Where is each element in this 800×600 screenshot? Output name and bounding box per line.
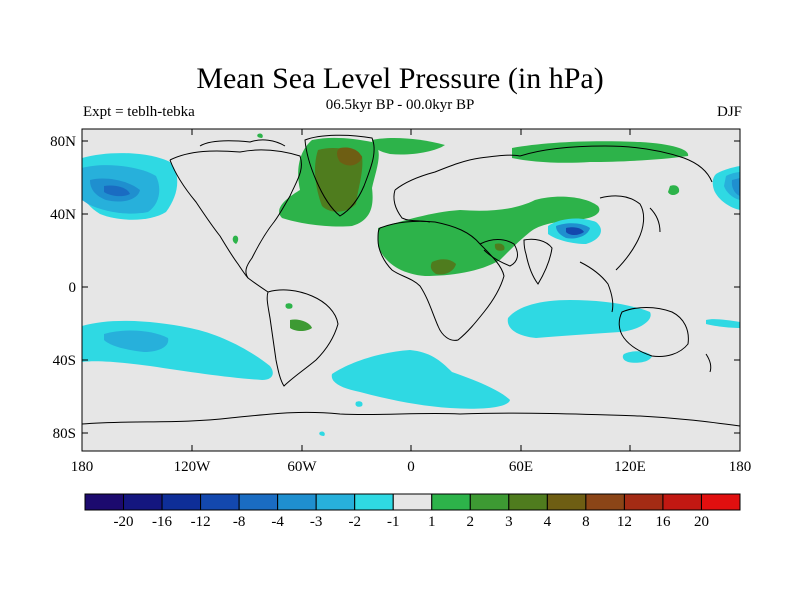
lat-axis xyxy=(82,140,740,434)
colorbar-swatch xyxy=(585,493,625,511)
colorbar-label: -8 xyxy=(233,514,246,530)
colorbar: -20 -16 -12 -8 -4 -3 -2 -1 1 2 3 4 8 12 16 20 xyxy=(84,493,741,530)
colorbar-swatch xyxy=(161,493,202,511)
colorbar-label: -12 xyxy=(191,514,211,530)
colorbar-label: 20 xyxy=(694,514,709,530)
colorbar-swatch xyxy=(392,493,433,511)
colorbar-swatch xyxy=(623,493,664,511)
lon-axis xyxy=(81,129,741,451)
colorbar-label: 16 xyxy=(655,514,671,530)
colorbar-swatch xyxy=(315,493,356,511)
colorbar-swatch xyxy=(200,493,240,511)
season-label: DJF xyxy=(716,104,742,120)
map-title: Mean Sea Level Pressure (in hPa) xyxy=(196,62,604,95)
colorbar-swatch xyxy=(469,493,510,511)
colorbar-swatch xyxy=(700,493,741,511)
colorbar-swatch xyxy=(431,493,471,511)
lon-label-180e: 180 xyxy=(729,459,752,475)
map-subtitle: 06.5kyr BP - 00.0kyr BP xyxy=(325,97,475,113)
lat-label-40n: 40N xyxy=(50,207,76,223)
colorbar-label: 1 xyxy=(428,514,436,530)
lon-label-0: 0 xyxy=(407,459,415,475)
colorbar-label: 2 xyxy=(467,514,475,530)
lat-label-40s: 40S xyxy=(53,353,76,369)
lat-label-80n: 80N xyxy=(50,134,76,150)
colorbar-swatch xyxy=(662,493,702,511)
colorbar-label: 3 xyxy=(505,514,513,530)
colorbar-label: -20 xyxy=(114,514,134,530)
lon-label-60w: 60W xyxy=(287,459,317,475)
lon-label-60e: 60E xyxy=(509,459,533,475)
experiment-label: Expt = teblh-tebka xyxy=(83,104,195,120)
colorbar-label: 4 xyxy=(544,514,552,530)
lon-label-120e: 120E xyxy=(614,459,646,475)
colorbar-label: 8 xyxy=(582,514,590,530)
colorbar-label: 12 xyxy=(617,514,632,530)
colorbar-swatch xyxy=(84,493,125,511)
lat-label-80s: 80S xyxy=(53,426,76,442)
colorbar-swatch xyxy=(123,493,163,511)
colorbar-label: -1 xyxy=(387,514,400,530)
colorbar-swatch xyxy=(354,493,394,511)
lon-label-120w: 120W xyxy=(174,459,212,475)
coastlines xyxy=(81,134,741,427)
colorbar-label: -16 xyxy=(152,514,172,530)
colorbar-label: -4 xyxy=(271,514,284,530)
colorbar-label: -2 xyxy=(348,514,361,530)
colorbar-swatch xyxy=(546,493,587,511)
colorbar-swatch xyxy=(508,493,548,511)
colorbar-swatch xyxy=(277,493,317,511)
lon-label-180w: 180 xyxy=(71,459,94,475)
lat-label-0: 0 xyxy=(69,280,77,296)
colorbar-label: -3 xyxy=(310,514,323,530)
colorbar-swatch xyxy=(238,493,279,511)
